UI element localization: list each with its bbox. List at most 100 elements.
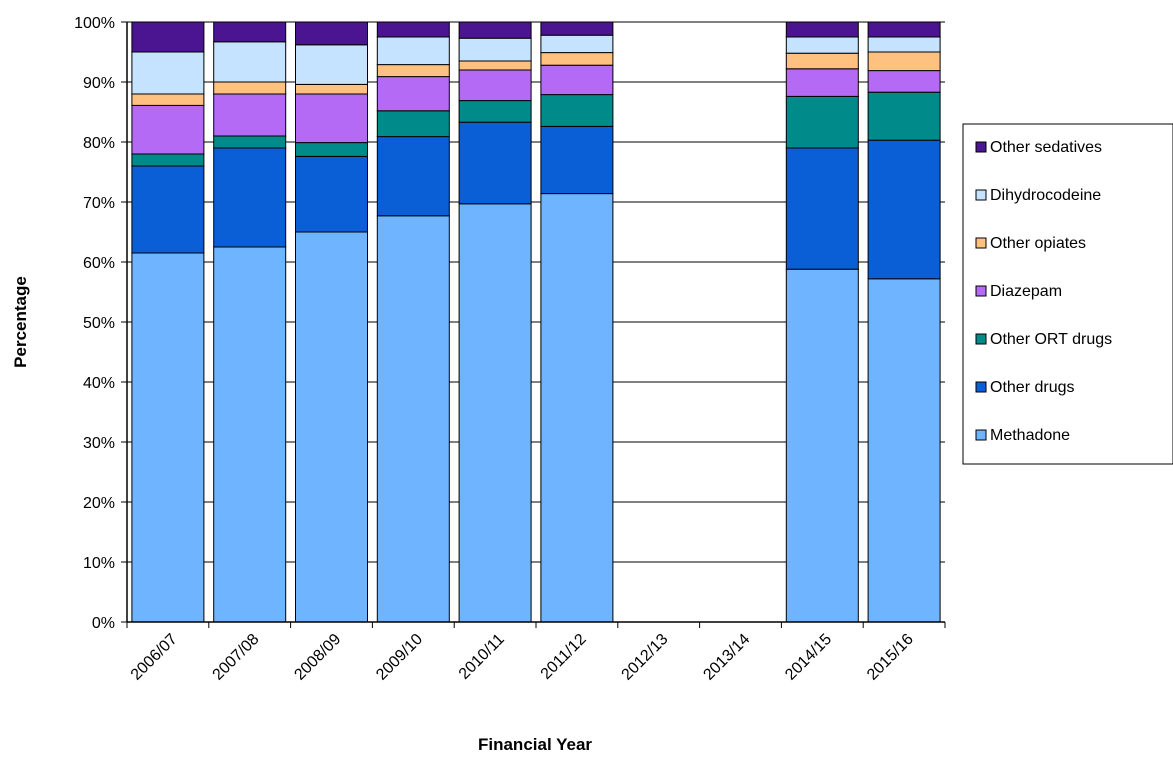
bar-segment [458,37,532,62]
bar-segment [213,21,287,43]
y-tick-label: 40% [83,375,115,392]
x-tick-labels: 2006/07 2007/08 2008/09 2009/10 2010/11 2011/… [128,631,917,684]
bar-segment [867,91,941,141]
legend-swatch [975,237,987,249]
legend-label: Diazepam [990,283,1062,300]
y-tick-label: 20% [83,495,115,512]
bar-segment [376,64,450,78]
bar-segment [540,34,614,54]
legend-swatch [975,381,987,393]
bar-segment [295,21,368,46]
legend-swatch [975,141,987,153]
bar-segment [295,142,368,157]
bar-segment [131,104,205,155]
bar-segment [131,51,205,95]
bar-segment [131,252,205,623]
bar-segment [131,93,205,106]
bar-segment [213,246,287,623]
legend-swatch [975,429,987,441]
bar-segment [458,121,532,205]
bar-segment [785,21,859,38]
x-tick-label: 2006/07 [128,631,181,684]
x-tick-label: 2011/12 [538,631,590,683]
bar-segment [295,44,368,85]
bar-segment [785,68,859,97]
bar-segment [376,21,450,38]
legend: Other sedatives Dihydrocodeine Other opiat… [962,123,1173,465]
bar-segment [376,76,450,112]
legend-label: Other sedatives [990,139,1102,156]
bar-segment [540,21,614,36]
legend-swatch [975,285,987,297]
bar-segment [458,60,532,71]
y-tick-label: 70% [83,195,115,212]
bar-segment [458,203,532,623]
x-tick-label: 2015/16 [864,631,917,684]
bar-segment [785,36,859,54]
y-tick-label: 80% [83,135,115,152]
x-tick-label: 2010/11 [456,631,508,683]
x-tick-label: 2009/10 [373,631,426,684]
bar-segment [295,231,368,623]
legend-swatch [975,189,987,201]
bar-segment [540,52,614,66]
bar-segment [540,64,614,96]
y-tick-labels: 0% 10% 20% 30% 40% 50% 60% 70% 80% 90% 100% [74,15,115,632]
x-tick-label: 2008/09 [291,631,344,684]
bar-segment [785,95,859,149]
bar-segment [540,125,614,195]
legend-label: Other drugs [990,379,1074,396]
bar-segment [213,93,287,137]
axes [121,21,946,628]
bar-segment [867,21,941,38]
bar-segment [540,94,614,127]
bar-segment [376,110,450,138]
x-tick-label: 2007/08 [210,631,263,684]
bar-segment [867,139,941,280]
bar-segment [785,147,859,270]
bar-segment [213,41,287,83]
bar-segment [131,153,205,167]
y-tick-label: 60% [83,255,115,272]
bar-segment [213,81,287,95]
legend-box [962,123,1173,465]
bar-segment [458,21,532,39]
bar-segment [867,70,941,93]
bar-segment [458,100,532,123]
x-axis-title: Financial Year [478,735,592,754]
bar-segment [295,155,368,233]
legend-label: Other ORT drugs [990,331,1112,348]
y-tick-label: 0% [92,615,115,632]
bars [131,21,941,623]
y-tick-label: 90% [83,75,115,92]
bar-segment [785,52,859,70]
y-tick-label: 50% [83,315,115,332]
bar-segment [295,93,368,144]
bar-segment [213,135,287,149]
y-tick-label: 30% [83,435,115,452]
y-tick-label: 100% [74,15,115,32]
bar-segment [867,278,941,623]
bar-segment [376,36,450,66]
legend-label: Other opiates [990,235,1086,252]
bar-segment [131,21,205,53]
y-tick-label: 10% [83,555,115,572]
bar-segment [295,83,368,95]
legend-swatch [975,333,987,345]
bar-segment [785,268,859,623]
x-tick-label: 2013/14 [700,631,753,684]
bar-segment [540,193,614,623]
x-tick-label: 2012/13 [619,631,672,684]
bar-segment [213,147,287,248]
bar-segment [458,69,532,102]
bar-segment [131,165,205,254]
bar-segment [376,136,450,217]
legend-label: Methadone [990,427,1070,444]
legend-label: Dihydrocodeine [990,187,1101,204]
bar-segment [376,215,450,623]
y-axis-title: Percentage [11,276,30,368]
bar-segment [867,36,941,53]
bar-segment [867,51,941,72]
x-tick-label: 2014/15 [782,631,835,684]
